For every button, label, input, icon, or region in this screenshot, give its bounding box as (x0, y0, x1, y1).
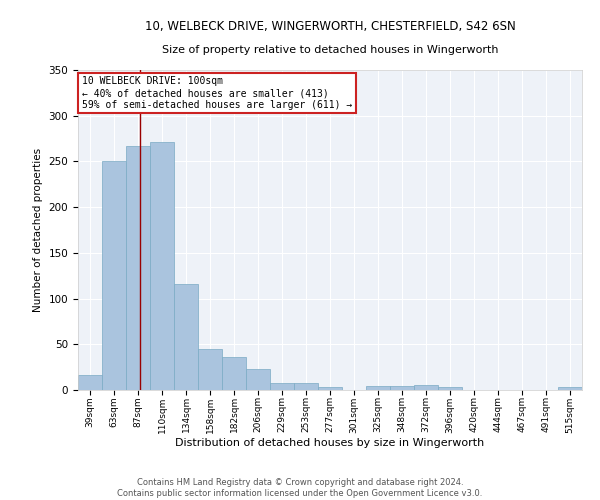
Text: Size of property relative to detached houses in Wingerworth: Size of property relative to detached ho… (162, 45, 498, 55)
Bar (198, 349, 222, 390)
Text: 10 WELBECK DRIVE: 100sqm
← 40% of detached houses are smaller (413)
59% of semi-: 10 WELBECK DRIVE: 100sqm ← 40% of detach… (82, 76, 353, 110)
Bar (294, 382, 318, 390)
Text: 10, WELBECK DRIVE, WINGERWORTH, CHESTERFIELD, S42 6SN: 10, WELBECK DRIVE, WINGERWORTH, CHESTERF… (145, 20, 515, 33)
Bar (78, 376, 102, 390)
Bar (438, 388, 462, 390)
Bar (102, 162, 126, 390)
Bar (222, 357, 246, 390)
Bar (366, 386, 390, 390)
Text: Contains HM Land Registry data © Crown copyright and database right 2024.
Contai: Contains HM Land Registry data © Crown c… (118, 478, 482, 498)
Bar (414, 386, 438, 390)
Bar (174, 284, 198, 390)
Bar (270, 382, 294, 390)
Y-axis label: Number of detached properties: Number of detached properties (33, 148, 43, 312)
Bar (390, 386, 414, 390)
Bar (318, 388, 342, 390)
Bar (246, 369, 270, 390)
Bar (150, 142, 174, 390)
X-axis label: Distribution of detached houses by size in Wingerworth: Distribution of detached houses by size … (175, 438, 485, 448)
Bar (126, 146, 150, 390)
Bar (558, 388, 582, 390)
